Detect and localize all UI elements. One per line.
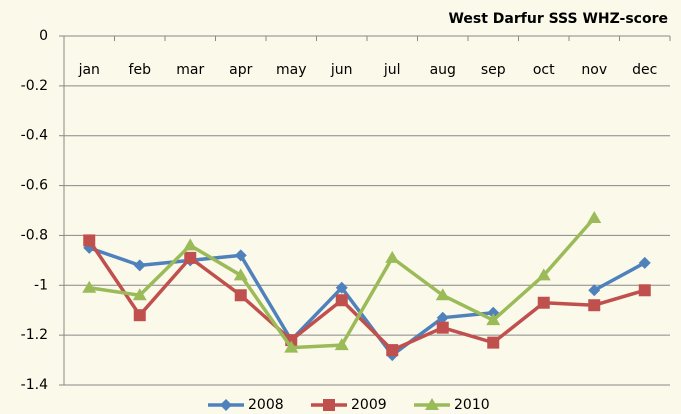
x-tick-label: jan [78, 62, 100, 78]
x-tick-label: oct [533, 62, 555, 78]
marker [435, 288, 450, 301]
marker [436, 321, 449, 334]
y-tick-label: -1 [34, 277, 48, 293]
y-tick-label: -1.4 [21, 377, 48, 393]
x-tick-label: dec [632, 62, 657, 78]
legend-marker [323, 399, 335, 411]
legend-marker [425, 398, 439, 410]
series-line [87, 239, 646, 352]
legend-label: 2009 [351, 397, 387, 413]
marker [536, 268, 551, 281]
x-tick-label: mar [176, 62, 204, 78]
legend-marker [220, 399, 232, 411]
marker [334, 338, 349, 351]
marker [385, 250, 400, 263]
marker [335, 281, 348, 294]
marker [587, 210, 602, 223]
y-tick-label: -0.6 [21, 178, 48, 194]
x-tick-label: sep [481, 62, 506, 78]
marker [588, 299, 601, 312]
y-tick-label: -1.2 [21, 327, 48, 343]
marker [284, 340, 299, 353]
y-tick-label: 0 [39, 28, 48, 44]
marker [386, 344, 399, 357]
x-tick-label: may [276, 62, 307, 78]
x-tick-label: feb [129, 62, 152, 78]
x-tick-label: aug [430, 62, 456, 78]
marker [133, 259, 146, 272]
marker [588, 284, 601, 297]
x-tick-label: jul [383, 62, 401, 78]
legend-label: 2008 [248, 397, 284, 413]
marker [183, 238, 198, 251]
marker [487, 336, 500, 349]
marker [486, 313, 501, 326]
marker [335, 294, 348, 307]
marker [234, 249, 247, 262]
chart-title: West Darfur SSS WHZ-score [448, 11, 668, 27]
marker [82, 280, 97, 293]
marker [234, 289, 247, 302]
marker [233, 268, 248, 281]
marker [638, 256, 651, 269]
x-tick-label: nov [581, 62, 607, 78]
marker [133, 309, 146, 322]
x-tick-label: jun [330, 62, 353, 78]
x-tick-label: apr [229, 62, 252, 78]
marker [638, 284, 651, 297]
y-tick-label: -0.8 [21, 227, 48, 243]
y-tick-label: -0.2 [21, 78, 48, 94]
legend-label: 2010 [454, 397, 490, 413]
marker [184, 251, 197, 264]
marker [436, 311, 449, 324]
marker [83, 234, 96, 247]
marker [537, 296, 550, 309]
y-tick-label: -0.4 [21, 128, 48, 144]
marker [132, 288, 147, 301]
